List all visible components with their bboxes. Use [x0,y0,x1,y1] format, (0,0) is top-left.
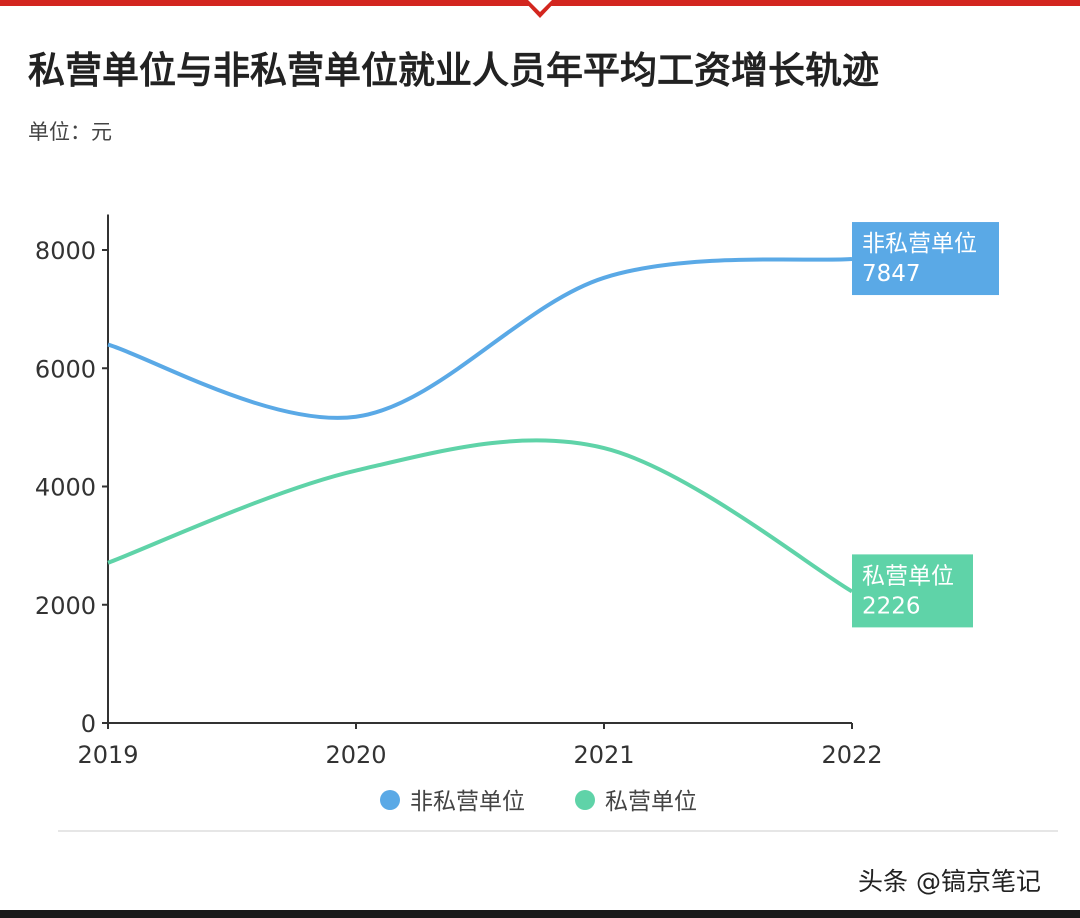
series-line-1 [107,438,854,594]
x-tick-label: 2021 [573,741,634,769]
legend-label: 非私营单位 [410,789,525,815]
chart-title: 私营单位与非私营单位就业人员年平均工资增长轨迹 [28,49,879,92]
y-tick-label: 4000 [35,474,96,502]
legend-label: 私营单位 [605,789,697,815]
legend-marker [380,790,400,810]
legend-marker [575,790,595,810]
end-label-name: 非私营单位 [862,231,977,257]
y-tick-label: 8000 [35,237,96,265]
y-tick-label: 6000 [35,355,96,383]
x-tick-label: 2019 [77,741,138,769]
chart-subtitle: 单位：元 [28,120,112,144]
watermark: 头条 @镐京笔记 [858,867,1041,896]
end-label-value: 7847 [862,261,921,287]
divider [58,830,1058,832]
series-line-0 [107,257,853,420]
end-label-box [852,222,999,296]
end-label-box [852,554,973,628]
bottom-bar [0,910,1080,918]
y-tick-label: 0 [81,710,96,738]
x-tick-label: 2022 [821,741,882,769]
y-tick-label: 2000 [35,592,96,620]
end-label-value: 2226 [862,593,921,619]
end-label-name: 私营单位 [862,563,954,589]
x-tick-label: 2020 [325,741,386,769]
